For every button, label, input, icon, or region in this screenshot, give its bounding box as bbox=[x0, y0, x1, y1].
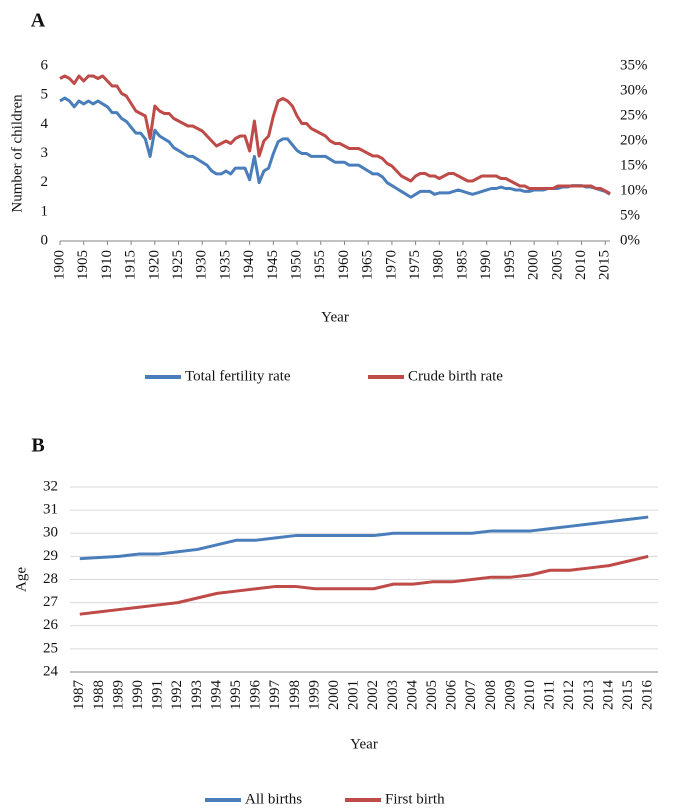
x-tick-label: 2013 bbox=[581, 680, 597, 710]
x-tick-label: 2006 bbox=[444, 680, 460, 711]
panel-label: B bbox=[31, 435, 44, 457]
x-tick-label: 2015 bbox=[620, 680, 636, 710]
y-tick-label: 31 bbox=[43, 502, 58, 518]
x-tick-label: 2010 bbox=[573, 250, 589, 280]
x-tick-label: 1900 bbox=[51, 250, 67, 280]
x-tick-label: 2015 bbox=[597, 250, 613, 280]
x-tick-label: 1920 bbox=[146, 250, 162, 280]
series-line bbox=[59, 74, 611, 195]
x-tick-label: 1910 bbox=[99, 250, 115, 280]
y-axis-label: Age bbox=[13, 567, 29, 592]
y-tick-label: 5 bbox=[41, 87, 49, 103]
x-tick-label: 1993 bbox=[189, 680, 205, 710]
x-tick-label: 1995 bbox=[502, 250, 518, 280]
x-tick-label: 2004 bbox=[404, 680, 420, 711]
panel-label: A bbox=[31, 10, 46, 32]
x-tick-label: 1998 bbox=[287, 680, 303, 710]
y2-tick-label: 25% bbox=[620, 107, 648, 123]
x-tick-label: 1940 bbox=[241, 250, 257, 280]
y2-tick-label: 20% bbox=[620, 132, 648, 148]
x-tick-label: 2012 bbox=[561, 680, 577, 710]
x-tick-label: 2000 bbox=[326, 680, 342, 710]
x-tick-label: 2007 bbox=[463, 680, 479, 711]
x-tick-label: 2001 bbox=[346, 680, 362, 710]
x-tick-label: 2002 bbox=[365, 680, 381, 710]
x-tick-label: 2010 bbox=[522, 680, 538, 710]
x-tick-label: 1970 bbox=[383, 250, 399, 280]
y-tick-label: 0 bbox=[41, 232, 49, 248]
y-tick-label: 30 bbox=[43, 525, 58, 541]
x-tick-label: 1988 bbox=[91, 680, 107, 710]
x-tick-label: 1955 bbox=[312, 250, 328, 280]
x-tick-label: 1990 bbox=[478, 250, 494, 280]
x-tick-label: 1996 bbox=[248, 680, 264, 711]
x-tick-label: 1950 bbox=[289, 250, 305, 280]
y-tick-label: 2 bbox=[41, 174, 49, 190]
y-tick-label: 1 bbox=[41, 203, 49, 219]
series-line bbox=[59, 96, 611, 199]
x-tick-label: 2008 bbox=[483, 680, 499, 710]
x-tick-label: 1989 bbox=[110, 680, 126, 710]
x-tick-label: 1975 bbox=[407, 250, 423, 280]
x-tick-label: 1987 bbox=[71, 680, 87, 711]
x-tick-label: 1960 bbox=[336, 250, 352, 280]
x-tick-label: 2003 bbox=[385, 680, 401, 710]
y-tick-label: 25 bbox=[43, 640, 58, 656]
x-tick-label: 1997 bbox=[267, 680, 283, 711]
x-tick-label: 1945 bbox=[265, 250, 281, 280]
x-tick-label: 2016 bbox=[640, 680, 656, 711]
y2-tick-label: 15% bbox=[620, 157, 648, 173]
x-tick-label: 1935 bbox=[217, 250, 233, 280]
x-tick-label: 1925 bbox=[170, 250, 186, 280]
x-tick-label: 1991 bbox=[150, 680, 166, 710]
y-tick-label: 4 bbox=[41, 116, 49, 132]
x-tick-label: 2000 bbox=[526, 250, 542, 280]
x-tick-label: 1930 bbox=[194, 250, 210, 280]
x-tick-label: 1999 bbox=[306, 680, 322, 710]
y-tick-label: 29 bbox=[43, 548, 58, 564]
x-tick-label: 1995 bbox=[228, 680, 244, 710]
x-tick-label: 1992 bbox=[169, 680, 185, 710]
legend-label: All births bbox=[245, 791, 302, 807]
x-tick-label: 1965 bbox=[360, 250, 376, 280]
y-tick-label: 24 bbox=[43, 663, 59, 679]
y-tick-label: 3 bbox=[41, 145, 49, 161]
x-tick-label: 1915 bbox=[123, 250, 139, 280]
y-tick-label: 27 bbox=[43, 594, 59, 610]
y-tick-label: 28 bbox=[43, 571, 58, 587]
y-tick-label: 6 bbox=[41, 57, 49, 73]
y2-tick-label: 10% bbox=[620, 182, 648, 198]
y2-tick-label: 30% bbox=[620, 82, 648, 98]
x-tick-label: 1980 bbox=[431, 250, 447, 280]
legend-label: Crude birth rate bbox=[408, 368, 503, 384]
x-tick-label: 2005 bbox=[424, 680, 440, 710]
x-tick-label: 2009 bbox=[502, 680, 518, 710]
y2-tick-label: 5% bbox=[620, 207, 640, 223]
legend-label: Total fertility rate bbox=[185, 368, 291, 384]
x-tick-label: 2011 bbox=[542, 680, 558, 709]
x-tick-label: 1985 bbox=[454, 250, 470, 280]
legend-label: First birth bbox=[385, 791, 445, 807]
x-axis-label: Year bbox=[350, 736, 378, 752]
x-tick-label: 1990 bbox=[130, 680, 146, 710]
x-tick-label: 1994 bbox=[208, 680, 224, 711]
y-tick-label: 26 bbox=[43, 617, 59, 633]
x-axis-label: Year bbox=[321, 309, 349, 325]
series-line bbox=[79, 515, 649, 561]
y-tick-label: 32 bbox=[43, 478, 58, 494]
x-tick-label: 2014 bbox=[600, 680, 616, 711]
y2-tick-label: 35% bbox=[620, 57, 648, 73]
y2-tick-label: 0% bbox=[620, 232, 640, 248]
series-line bbox=[79, 554, 649, 616]
y-axis-label: Number of children bbox=[9, 94, 25, 213]
x-tick-label: 2005 bbox=[549, 250, 565, 280]
x-tick-label: 1905 bbox=[75, 250, 91, 280]
